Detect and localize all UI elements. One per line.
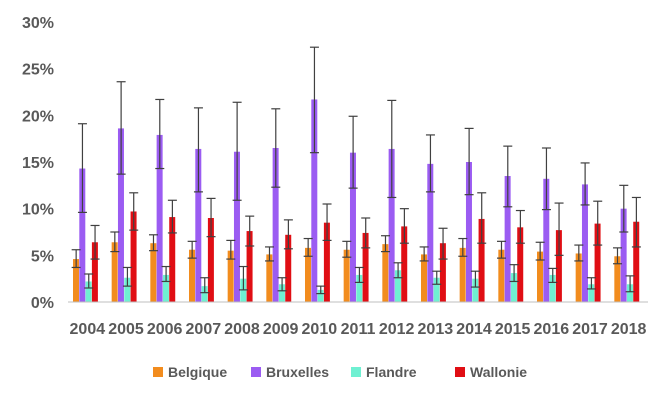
bar-wallonie-2008	[246, 231, 253, 302]
y-tick-label: 25%	[22, 62, 54, 79]
bar-belgique-2014	[459, 247, 466, 302]
bar-bruxelles-2018	[620, 208, 627, 302]
bar-wallonie-2005	[130, 211, 137, 302]
x-tick-label: 2016	[534, 321, 570, 338]
x-tick-label: 2018	[611, 321, 647, 338]
x-tick-label: 2017	[572, 321, 608, 338]
x-tick-label: 2009	[263, 321, 299, 338]
bar-flandre-2006	[162, 274, 169, 302]
bar-wallonie-2016	[555, 230, 562, 302]
x-tick-label: 2007	[186, 321, 222, 338]
bar-wallonie-2007	[207, 218, 214, 302]
bar-wallonie-2010	[323, 222, 330, 302]
legend-label-wallonie: Wallonie	[470, 364, 527, 380]
legend-swatch-bruxelles	[251, 367, 261, 377]
legend-swatch-belgique	[153, 367, 163, 377]
bar-belgique-2006	[150, 243, 157, 302]
legend-swatch-wallonie	[455, 367, 465, 377]
y-tick-label: 30%	[22, 15, 54, 32]
bar-bruxelles-2013	[427, 163, 434, 302]
x-tick-label: 2011	[341, 321, 376, 338]
bar-flandre-2009	[278, 284, 285, 302]
bar-wallonie-2013	[439, 243, 446, 302]
y-tick-label: 0%	[31, 295, 54, 312]
bar-bruxelles-2006	[156, 134, 163, 302]
bar-belgique-2013	[421, 254, 427, 302]
bar-flandre-2011	[356, 274, 363, 302]
bar-belgique-2016	[537, 251, 543, 302]
bar-flandre-2007	[201, 286, 208, 302]
bar-flandre-2010	[317, 289, 324, 302]
bar-bruxelles-2016	[543, 178, 550, 302]
x-tick-label: 2014	[456, 321, 492, 338]
bar-belgique-2017	[575, 253, 582, 302]
legend-swatch-flandre	[351, 367, 361, 377]
bar-bruxelles-2017	[581, 184, 588, 302]
bar-wallonie-2014	[478, 218, 485, 302]
bar-series	[73, 99, 640, 302]
bar-belgique-2008	[227, 250, 234, 302]
legend-label-flandre: Flandre	[366, 364, 417, 380]
bar-belgique-2015	[498, 249, 505, 302]
bar-bruxelles-2007	[195, 148, 202, 302]
x-tick-label: 2005	[108, 321, 144, 338]
x-tick-label: 2012	[379, 321, 415, 338]
x-tick-label: 2015	[495, 321, 531, 338]
bar-wallonie-2012	[401, 226, 408, 302]
bar-bruxelles-2004	[79, 168, 86, 302]
bar-wallonie-2009	[285, 234, 292, 302]
bar-wallonie-2018	[633, 221, 640, 302]
bar-flandre-2014	[472, 278, 479, 302]
y-tick-label: 5%	[31, 248, 54, 265]
bar-flandre-2018	[626, 284, 633, 302]
bar-belgique-2009	[266, 254, 273, 302]
bar-belgique-2018	[614, 256, 621, 302]
bar-wallonie-2017	[594, 223, 601, 302]
bar-bruxelles-2011	[349, 152, 356, 302]
bar-bruxelles-2009	[272, 148, 279, 302]
bar-bruxelles-2010	[311, 99, 318, 302]
x-tick-label: 2013	[418, 321, 454, 338]
bar-belgique-2004	[73, 259, 79, 302]
legend-label-bruxelles: Bruxelles	[266, 364, 329, 380]
bar-flandre-2017	[588, 284, 595, 302]
bar-wallonie-2011	[362, 232, 369, 302]
bar-flandre-2004	[85, 281, 92, 302]
legend-label-belgique: Belgique	[168, 364, 227, 380]
error-bars	[71, 46, 641, 295]
bar-flandre-2005	[124, 277, 131, 302]
bar-flandre-2012	[394, 270, 401, 302]
bar-bruxelles-2012	[388, 148, 395, 302]
x-tick-label: 2010	[302, 321, 338, 338]
bar-wallonie-2006	[169, 217, 176, 302]
bar-belgique-2010	[305, 247, 311, 302]
bar-bruxelles-2005	[117, 128, 124, 302]
bar-belgique-2011	[343, 249, 350, 302]
legend: Belgique Bruxelles Flandre Wallonie	[153, 364, 527, 380]
y-tick-label: 10%	[22, 202, 54, 219]
bar-bruxelles-2008	[233, 151, 240, 302]
bar-belgique-2005	[111, 242, 118, 302]
y-tick-label: 20%	[22, 108, 54, 125]
bar-flandre-2015	[510, 273, 517, 302]
x-axis-tick-labels: 2004 2005 2006 2007 2008 2009 2010 2011 2012 2013…	[70, 321, 647, 338]
bar-wallonie-2004	[91, 242, 98, 302]
x-tick-label: 2008	[224, 321, 260, 338]
bar-wallonie-2015	[517, 227, 524, 302]
y-axis-tick-labels: 0% 5% 10% 15% 20% 25% 30%	[22, 15, 54, 312]
bar-flandre-2016	[549, 274, 556, 302]
bar-bruxelles-2015	[504, 176, 511, 302]
y-tick-label: 15%	[22, 155, 54, 172]
bar-belgique-2007	[189, 249, 195, 302]
bar-flandre-2013	[433, 277, 440, 302]
x-tick-label: 2006	[147, 321, 183, 338]
x-tick-label: 2004	[70, 321, 106, 338]
bar-belgique-2012	[382, 244, 389, 302]
bar-bruxelles-2014	[465, 162, 472, 302]
